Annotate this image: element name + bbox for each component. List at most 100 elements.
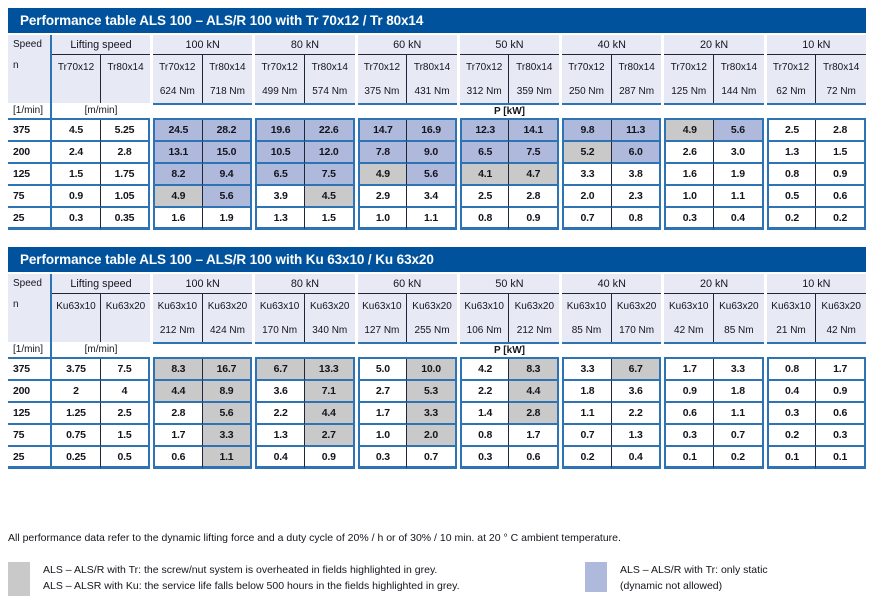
- torque-value: 255 Nm: [407, 318, 457, 342]
- power-row-cell: [664, 103, 764, 120]
- lifting-speed-cell: 1.25: [52, 403, 101, 425]
- lifting-speed-cell: 2.4: [52, 142, 101, 164]
- load-group: 50 kN Ku63x10 Ku63x20 106 Nm 212 Nm 4.2 8.3 2.2…: [459, 274, 560, 469]
- power-cell: 4.9: [153, 186, 203, 208]
- power-cell: 4.1: [459, 164, 510, 186]
- lifting-speed-cell: 0.25: [52, 447, 101, 469]
- load-header: 50 kN: [459, 35, 560, 55]
- legend-grey-line1: ALS – ALS/R with Tr: the screw/nut syste…: [43, 564, 438, 576]
- screw-column-header: Tr80x14: [714, 55, 764, 79]
- power-cell: 0.3: [664, 425, 715, 447]
- power-cell: 2.5: [766, 120, 817, 142]
- screw-column-header: Tr70x12: [153, 55, 203, 79]
- power-cell: 3.4: [407, 186, 457, 208]
- power-cell: 0.2: [766, 208, 817, 230]
- power-cell: 0.8: [459, 425, 510, 447]
- screw-column-header: Tr70x12: [255, 55, 305, 79]
- power-cell: 3.3: [562, 359, 612, 381]
- screw-column-header: Ku63x20: [714, 294, 764, 318]
- power-cell: 6.5: [459, 142, 510, 164]
- torque-value: 127 Nm: [357, 318, 408, 342]
- torque-value: 718 Nm: [202, 79, 253, 103]
- lifting-speed-header: Lifting speed: [52, 35, 150, 55]
- power-cell: 1.7: [509, 425, 560, 447]
- table-grid: Speed n Lifting speed Tr70x12 Tr80x14 [1/min]…: [8, 35, 866, 230]
- power-cell: 5.3: [407, 381, 457, 403]
- screw-column-header: Tr80x14: [101, 55, 150, 79]
- power-cell: 1.5: [304, 208, 355, 230]
- power-cell: 1.1: [562, 403, 612, 425]
- power-cell: 4.4: [509, 381, 560, 403]
- torque-value: 340 Nm: [304, 318, 355, 342]
- power-cell: 3.9: [255, 186, 305, 208]
- load-header: 80 kN: [255, 274, 355, 294]
- power-row-cell: [562, 103, 662, 120]
- power-cell: 14.1: [509, 120, 560, 142]
- screw-column-header: Ku63x10: [562, 294, 612, 318]
- speed-symbol: n: [13, 60, 19, 71]
- power-cell: 0.8: [611, 208, 662, 230]
- power-cell: 6.7: [611, 359, 662, 381]
- legend-grey: ALS – ALS/R with Tr: the screw/nut syste…: [8, 562, 874, 596]
- power-cell: 28.2: [202, 120, 253, 142]
- lifting-unit: [m/min]: [52, 342, 150, 359]
- power-cell: 2.0: [407, 425, 457, 447]
- power-cell: 1.5: [816, 142, 866, 164]
- load-header: 20 kN: [664, 274, 764, 294]
- power-cell: 0.8: [766, 164, 817, 186]
- power-cell: 4.7: [509, 164, 560, 186]
- lifting-speed-cell: 0.9: [52, 186, 101, 208]
- lifting-speed-cell: 1.5: [101, 425, 150, 447]
- speed-header: Speed: [13, 39, 42, 50]
- power-row-cell: [255, 103, 355, 120]
- power-cell: 2.8: [509, 403, 560, 425]
- screw-column-header: Ku63x10: [459, 294, 510, 318]
- power-cell: 0.3: [459, 447, 510, 469]
- power-cell: 0.2: [816, 208, 866, 230]
- power-cell: 0.2: [562, 447, 612, 469]
- power-cell: 0.9: [816, 381, 866, 403]
- power-cell: 15.0: [202, 142, 253, 164]
- speed-cell: 125: [8, 164, 52, 186]
- power-cell: 0.6: [816, 403, 866, 425]
- power-cell: 0.6: [816, 186, 866, 208]
- table-grid: Speed n Lifting speed Ku63x10 Ku63x20 [1/min]…: [8, 274, 866, 469]
- power-cell: 1.3: [766, 142, 817, 164]
- power-cell: 3.3: [714, 359, 764, 381]
- table-title: Performance table ALS 100 – ALS/R 100 wi…: [8, 8, 866, 33]
- load-header: 80 kN: [255, 35, 355, 55]
- power-cell: 5.6: [407, 164, 457, 186]
- power-cell: 19.6: [255, 120, 305, 142]
- power-cell: 0.1: [766, 447, 817, 469]
- power-cell: 2.6: [664, 142, 715, 164]
- load-header: 40 kN: [562, 35, 662, 55]
- power-cell: 4.4: [304, 403, 355, 425]
- power-row-cell: [562, 342, 662, 359]
- power-cell: 2.8: [816, 120, 866, 142]
- power-cell: 3.0: [714, 142, 764, 164]
- speed-unit: [1/min]: [8, 342, 52, 359]
- power-cell: 6.5: [255, 164, 305, 186]
- load-header: 100 kN: [153, 35, 253, 55]
- legend-blue: ALS – ALS/R with Tr: only static (dynami…: [585, 562, 768, 594]
- load-group: 80 kN Tr70x12 Tr80x14 499 Nm 574 Nm 19.6 22.6 1…: [255, 35, 355, 230]
- load-group: 10 kN Ku63x10 Ku63x20 21 Nm 42 Nm 0.8 1.7 0.4 0.…: [766, 274, 866, 469]
- screw-column-header: Tr80x14: [304, 55, 355, 79]
- lifting-speed-cell: 1.5: [52, 164, 101, 186]
- legend-section: ALS – ALS/R with Tr: the screw/nut syste…: [8, 562, 874, 596]
- speed-lifting-block: Speed n Lifting speed Ku63x10 Ku63x20 [1/min]…: [8, 274, 150, 469]
- power-cell: 2.5: [459, 186, 510, 208]
- power-cell: 1.7: [816, 359, 866, 381]
- load-group: 10 kN Tr70x12 Tr80x14 62 Nm 72 Nm 2.5 2.8 1.3 1.…: [766, 35, 866, 230]
- power-row-cell: [357, 342, 457, 359]
- power-row-cell: [153, 342, 253, 359]
- load-group: 20 kN Tr70x12 Tr80x14 125 Nm 144 Nm 4.9 5.6 2.6…: [664, 35, 764, 230]
- power-cell: 0.2: [714, 447, 764, 469]
- power-cell: 1.7: [153, 425, 203, 447]
- screw-column-header: Tr80x14: [611, 55, 662, 79]
- power-cell: 2.3: [611, 186, 662, 208]
- power-row-cell: [255, 342, 355, 359]
- spacer-cell: [101, 79, 150, 103]
- power-cell: 3.8: [611, 164, 662, 186]
- lifting-speed-cell: 0.3: [52, 208, 101, 230]
